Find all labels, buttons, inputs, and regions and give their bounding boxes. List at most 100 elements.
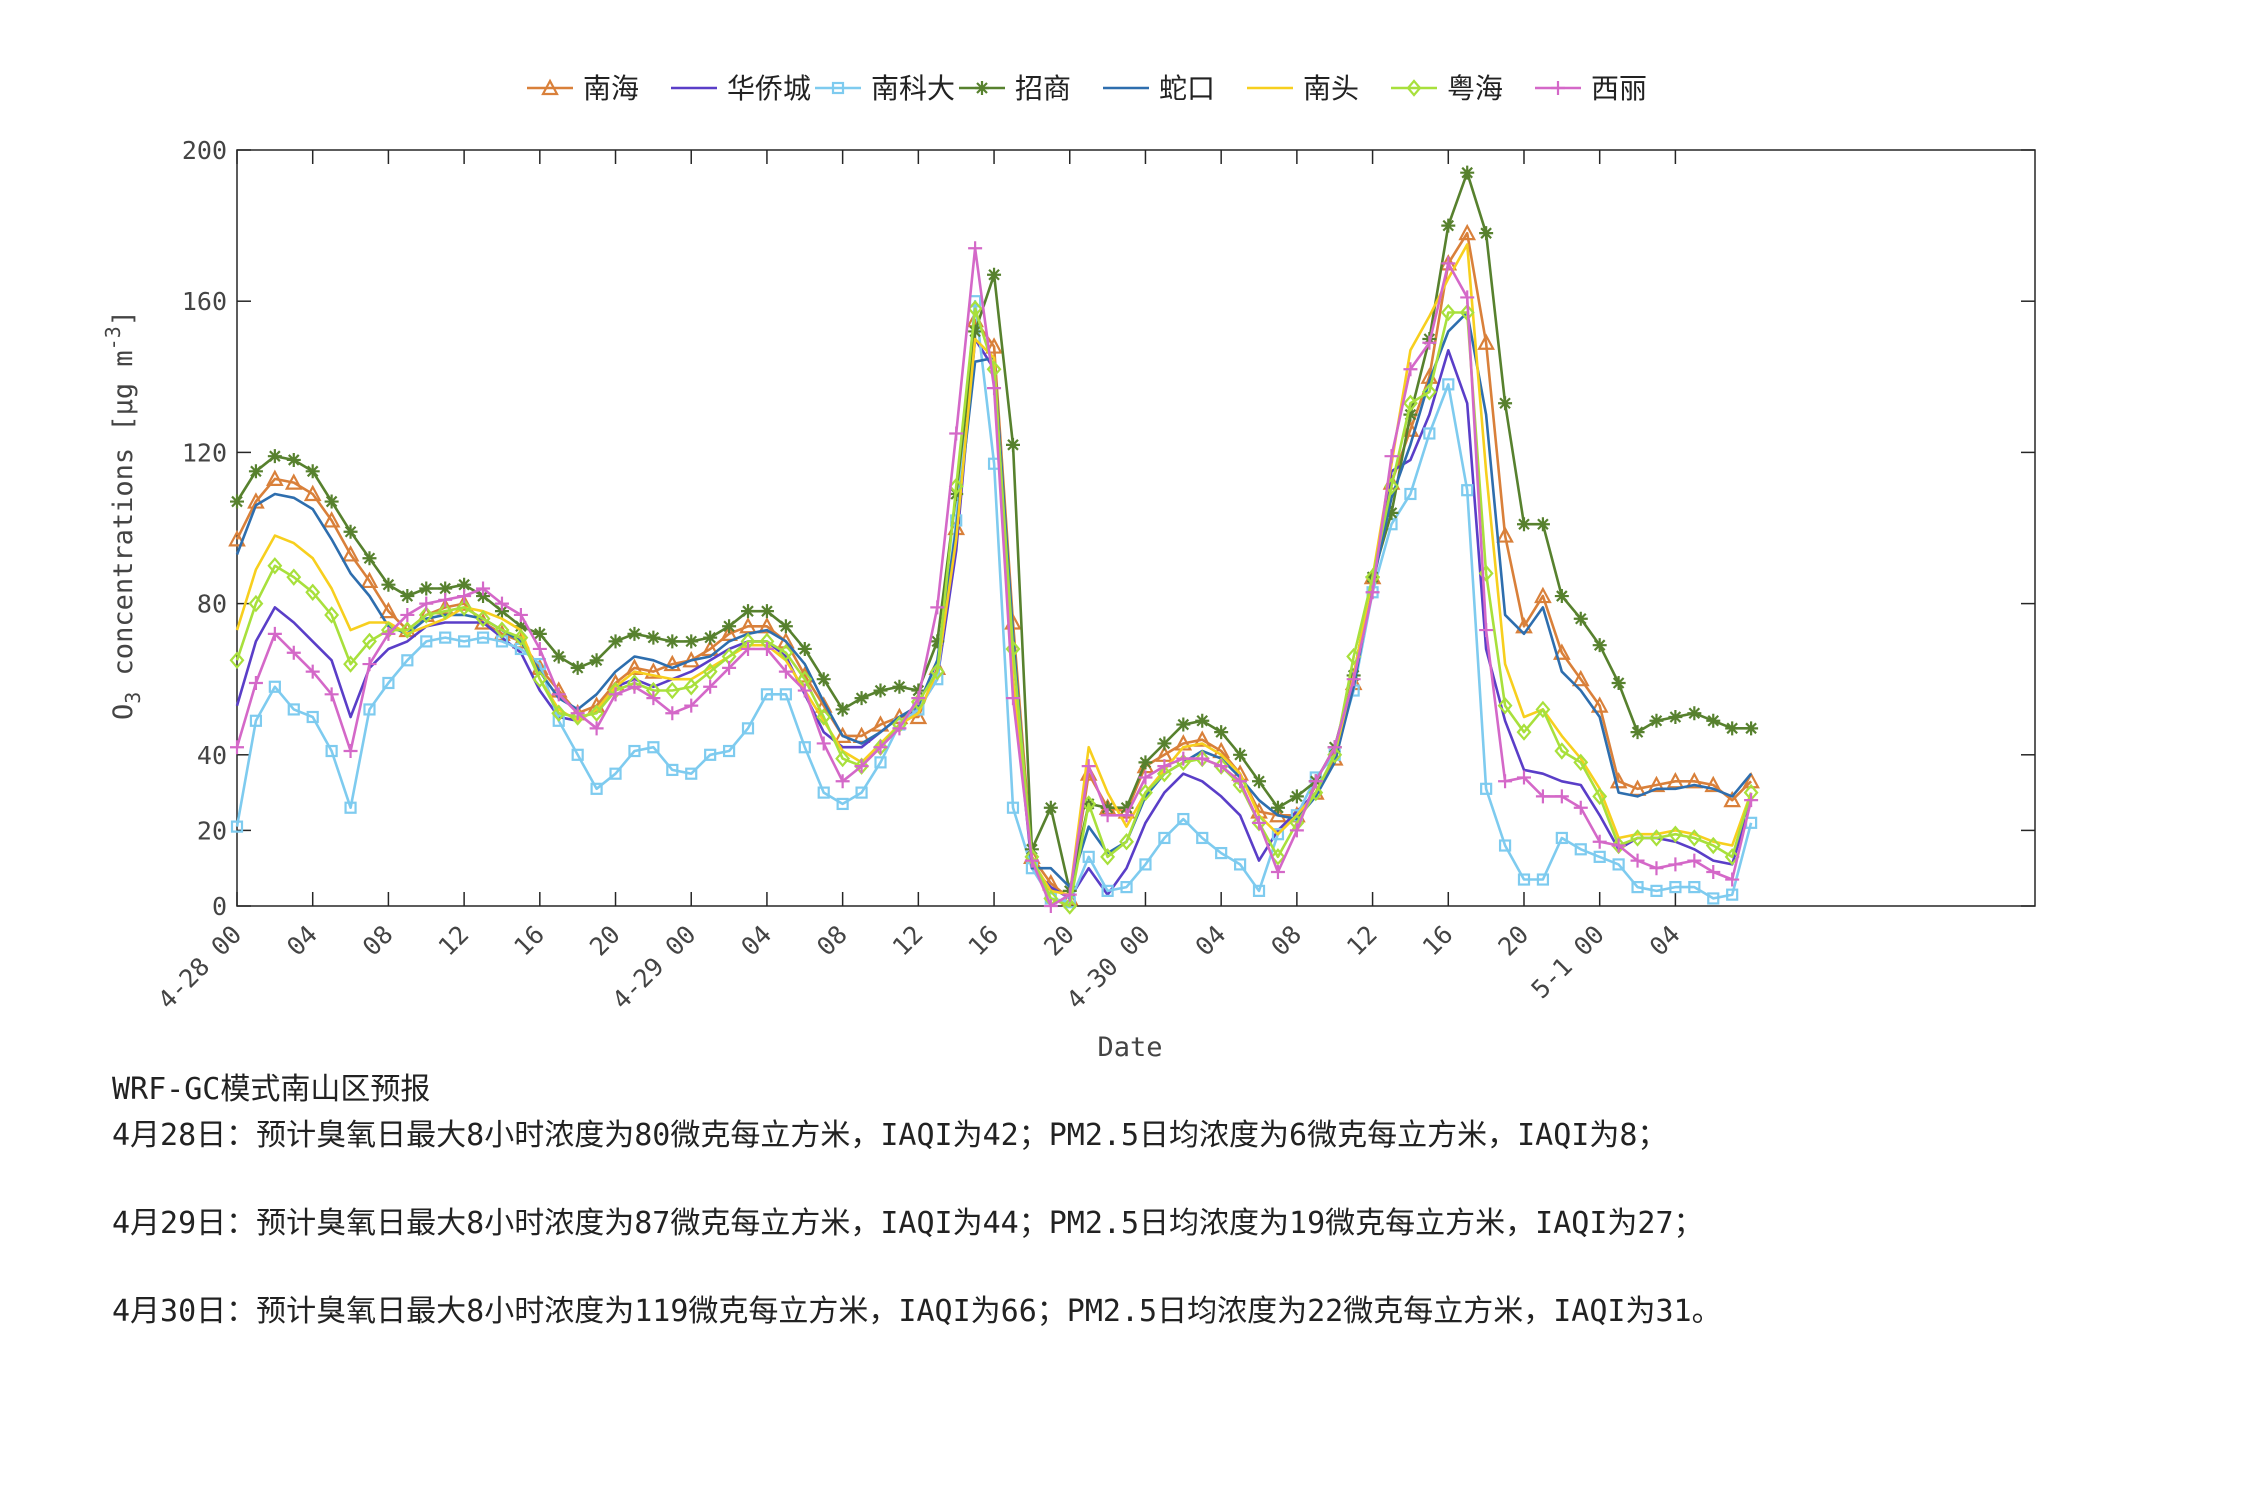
square-marker [401, 654, 414, 667]
plus-marker [476, 581, 491, 596]
star-marker [1403, 407, 1418, 422]
legend-label: 招商 [1015, 72, 1071, 105]
forecast-text-block: WRF-GC模式南山区预报 4月28日：预计臭氧日最大8小时浓度为80微克每立方… [112, 1064, 2212, 1330]
diamond-marker [910, 693, 926, 711]
plus-marker [1573, 800, 1588, 815]
square-marker [798, 741, 811, 754]
diamond-marker [570, 708, 586, 726]
triangle-marker [758, 616, 776, 634]
star-marker [1289, 789, 1304, 804]
triangle-marker [625, 658, 644, 675]
square-marker [1101, 884, 1114, 897]
series-line [235, 307, 1753, 908]
diamond-marker [1667, 825, 1683, 843]
plus-marker [741, 641, 756, 656]
x-tick-label: 04 [735, 920, 777, 962]
star-marker [1479, 226, 1494, 241]
star-marker [1441, 218, 1456, 233]
star-marker [1176, 717, 1191, 732]
plus-marker [362, 657, 377, 672]
star-marker [646, 630, 661, 645]
square-marker [1158, 831, 1171, 845]
x-tick-label: 16 [962, 920, 1004, 962]
star-marker [1384, 505, 1399, 520]
plus-marker [1062, 887, 1077, 902]
triangle-marker [852, 726, 871, 744]
triangle-marker [1723, 790, 1742, 808]
diamond-marker [929, 662, 945, 681]
y-axis-label: O3 concentrations [μg m-3] [101, 310, 145, 720]
star-marker [438, 581, 453, 596]
triangle-marker [360, 571, 379, 589]
plus-marker [1252, 815, 1267, 830]
plus-marker [703, 679, 718, 694]
star-marker [741, 604, 756, 619]
plus-marker [797, 683, 812, 698]
star-marker [627, 626, 642, 641]
square-marker [344, 801, 357, 814]
triangle-marker [228, 530, 246, 547]
star-marker [230, 494, 244, 509]
square-marker [1555, 831, 1568, 845]
triangle-marker [1193, 730, 1212, 747]
star-marker [1460, 165, 1475, 180]
series-line [235, 231, 1753, 900]
plot-area-frame [236, 149, 2036, 907]
plus-marker [1195, 751, 1210, 766]
square-marker [287, 703, 300, 716]
plus-marker [1176, 751, 1191, 766]
plus-marker [627, 679, 642, 694]
star-marker [1611, 675, 1626, 690]
square-marker [1593, 850, 1606, 863]
square-marker [1517, 873, 1531, 886]
star-marker [1119, 800, 1134, 815]
plus-marker [968, 241, 983, 256]
square-marker [1574, 843, 1587, 856]
plus-marker [911, 691, 926, 706]
star-marker [400, 589, 415, 604]
plus-marker [722, 660, 737, 675]
triangle-marker [720, 624, 738, 641]
triangle-marker [1496, 526, 1514, 543]
triangle-marker [284, 473, 303, 490]
series-1 [228, 223, 1760, 906]
plus-marker [1725, 872, 1740, 887]
star-marker [684, 634, 699, 649]
star-marker [1668, 710, 1683, 724]
diamond-marker [1421, 383, 1437, 401]
star-marker [1214, 725, 1229, 740]
plus-marker [1270, 864, 1285, 879]
plus-marker [513, 607, 528, 622]
triangle-marker [266, 469, 284, 486]
diamond-marker [1346, 647, 1362, 666]
square-marker [458, 635, 471, 648]
legend-item: 南海 [527, 72, 639, 105]
x-tick-label: 08 [1265, 920, 1307, 962]
plus-marker [1100, 808, 1115, 823]
star-marker [1270, 800, 1285, 815]
star-marker [1516, 517, 1531, 532]
plus-marker [570, 706, 585, 721]
star-marker [892, 679, 907, 694]
legend-item: 蛇口 [1103, 72, 1215, 105]
diamond-marker [513, 628, 529, 647]
y-tick-label: 200 [182, 136, 227, 165]
square-marker [1082, 850, 1095, 863]
triangle-marker [1628, 779, 1647, 796]
x-tick-label: 4-28 00 [152, 920, 247, 1015]
star-marker [816, 672, 831, 687]
legend-item: 南头 [1247, 72, 1359, 105]
legend-item: 招商 [959, 72, 1071, 105]
x-axis-label: Date [1097, 1032, 1162, 1060]
star-marker [343, 524, 358, 539]
diamond-marker [683, 678, 699, 696]
triangle-marker [1571, 669, 1590, 687]
square-marker [1442, 378, 1455, 391]
star-marker [854, 691, 869, 706]
x-tick-label: 20 [1038, 920, 1080, 962]
square-marker [420, 635, 433, 648]
diamond-marker [835, 749, 851, 768]
plus-marker [854, 759, 869, 774]
triangle-marker [322, 511, 341, 528]
